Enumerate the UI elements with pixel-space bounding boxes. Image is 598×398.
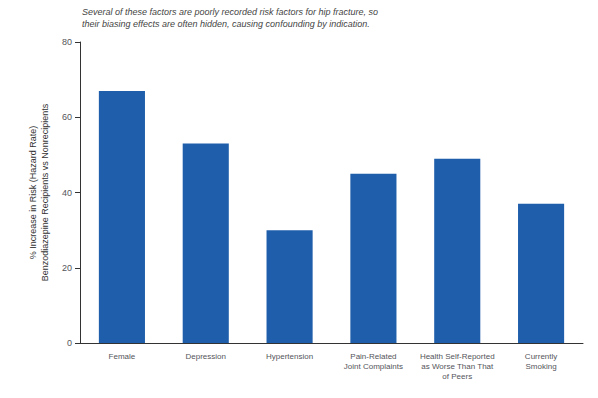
svg-text:Hypertension: Hypertension [266, 352, 313, 361]
svg-text:60: 60 [62, 112, 72, 122]
svg-text:Smoking: Smoking [526, 362, 557, 371]
svg-text:Depression: Depression [186, 352, 226, 361]
svg-text:Several of these factors are p: Several of these factors are poorly reco… [82, 7, 378, 17]
svg-text:% Increase in Risk (Hazard Rat: % Increase in Risk (Hazard Rate) [28, 126, 38, 260]
svg-text:as Worse Than That: as Worse Than That [421, 362, 494, 371]
svg-text:Currently: Currently [525, 352, 557, 361]
svg-text:Female: Female [109, 352, 136, 361]
svg-text:40: 40 [62, 188, 72, 198]
svg-text:their biasing effects are ofte: their biasing effects are often hidden, … [82, 19, 370, 29]
svg-text:Joint Complaints: Joint Complaints [344, 362, 403, 371]
svg-text:20: 20 [62, 263, 72, 273]
svg-text:of Peers: of Peers [442, 372, 472, 381]
svg-text:80: 80 [62, 37, 72, 47]
svg-text:0: 0 [67, 338, 72, 348]
svg-text:Pain-Related: Pain-Related [350, 352, 396, 361]
svg-text:Benzodiazepine Recipients vs N: Benzodiazepine Recipients vs Nonrecipien… [40, 103, 50, 281]
svg-text:Health Self-Reported: Health Self-Reported [420, 352, 495, 361]
